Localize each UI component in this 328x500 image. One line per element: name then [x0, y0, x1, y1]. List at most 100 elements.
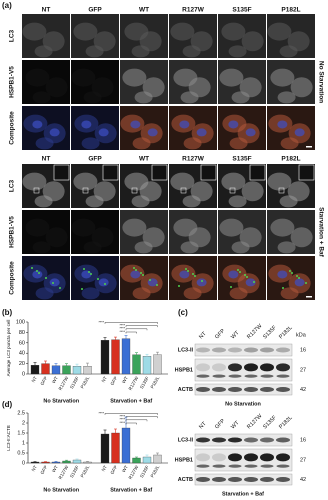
nucleus [277, 270, 288, 279]
nucleus [98, 278, 109, 287]
cell [219, 68, 244, 87]
x-tick-label: R127W [128, 464, 140, 480]
cell [32, 91, 51, 104]
band [212, 464, 226, 468]
puncta [282, 287, 284, 289]
cell [122, 68, 147, 87]
inset [298, 164, 315, 181]
significance-bracket [125, 328, 148, 331]
puncta [305, 282, 307, 284]
puncta [140, 272, 142, 274]
column-header: S135F [232, 156, 251, 163]
puncta [289, 270, 291, 272]
cell [131, 45, 150, 58]
band [196, 464, 210, 468]
puncta [194, 275, 196, 277]
nucleus [228, 120, 239, 129]
puncta [244, 274, 246, 276]
cell [83, 241, 102, 254]
x-tick-label: S135F [69, 464, 80, 478]
cell [134, 91, 153, 104]
inset-region [131, 187, 138, 194]
band [276, 387, 290, 392]
inset-region [180, 187, 187, 194]
band [276, 477, 290, 482]
cell [45, 227, 68, 248]
cell [270, 68, 295, 87]
puncta [230, 286, 232, 288]
row-label: ACTB [178, 477, 193, 483]
bar [30, 461, 40, 464]
column-header: NT [42, 7, 51, 14]
cell [280, 137, 299, 150]
bar [62, 460, 71, 464]
row-label: Composite [9, 261, 16, 295]
nucleus [179, 120, 190, 129]
bar [72, 459, 82, 464]
x-tick-label: WT [121, 464, 129, 473]
cell [290, 77, 313, 98]
blot-strip [194, 448, 293, 472]
x-tick-label: GFP [39, 465, 48, 476]
band [212, 363, 226, 372]
band [196, 477, 210, 482]
bar [51, 365, 61, 375]
band [244, 374, 258, 378]
cell [71, 218, 96, 237]
cell [228, 195, 247, 208]
panel-label: (c) [178, 308, 188, 317]
puncta [97, 278, 99, 280]
x-tick-label: WT [121, 375, 129, 384]
nucleus [245, 128, 256, 137]
band [244, 437, 258, 443]
bar [100, 433, 110, 464]
scale-bar [306, 296, 312, 298]
y-tick-label: 2.5 [17, 410, 25, 416]
blot-strip [194, 433, 293, 447]
band [228, 437, 242, 443]
bar [142, 456, 152, 464]
inset [200, 164, 217, 181]
inset-region [229, 187, 236, 194]
lane-label: GFP [214, 418, 226, 430]
significance-bracket [125, 325, 158, 328]
cell [25, 68, 50, 87]
band [228, 477, 242, 482]
band [196, 363, 210, 372]
x-tick-label: R127W [58, 464, 70, 480]
puncta [88, 271, 90, 273]
nucleus [196, 278, 207, 287]
band [228, 347, 242, 353]
band [276, 374, 290, 378]
column-header: R127W [182, 156, 205, 163]
lane-label: GFP [214, 328, 226, 340]
bar [121, 338, 131, 375]
y-axis-title: Average LC3 puncta per cell [6, 320, 11, 377]
condition-label: No Starvation [317, 61, 324, 103]
band [276, 347, 290, 353]
nucleus [228, 270, 239, 279]
row-label: LC3-II [178, 437, 194, 443]
band [260, 363, 274, 372]
bar [142, 356, 152, 375]
significance-bracket [125, 331, 137, 334]
cell [241, 31, 264, 52]
y-tick-label: 40 [19, 351, 25, 357]
band [244, 453, 258, 462]
row-label: HSPB1-V5 [9, 66, 16, 98]
kda-label: 42 [300, 387, 306, 393]
nucleus [245, 278, 256, 287]
lane-label: R127W [246, 323, 264, 341]
band [196, 387, 210, 392]
x-tick-label: WT [51, 464, 59, 473]
column-header: R127W [182, 7, 205, 14]
cell [267, 22, 292, 41]
bar [111, 339, 120, 375]
y-tick-label: 100 [16, 319, 25, 325]
inset [151, 164, 168, 181]
significance-label: **** [120, 421, 126, 425]
bar [41, 363, 50, 375]
group-label: No Starvation [43, 487, 79, 493]
row-label: ACTB [178, 387, 193, 393]
band [228, 363, 242, 372]
